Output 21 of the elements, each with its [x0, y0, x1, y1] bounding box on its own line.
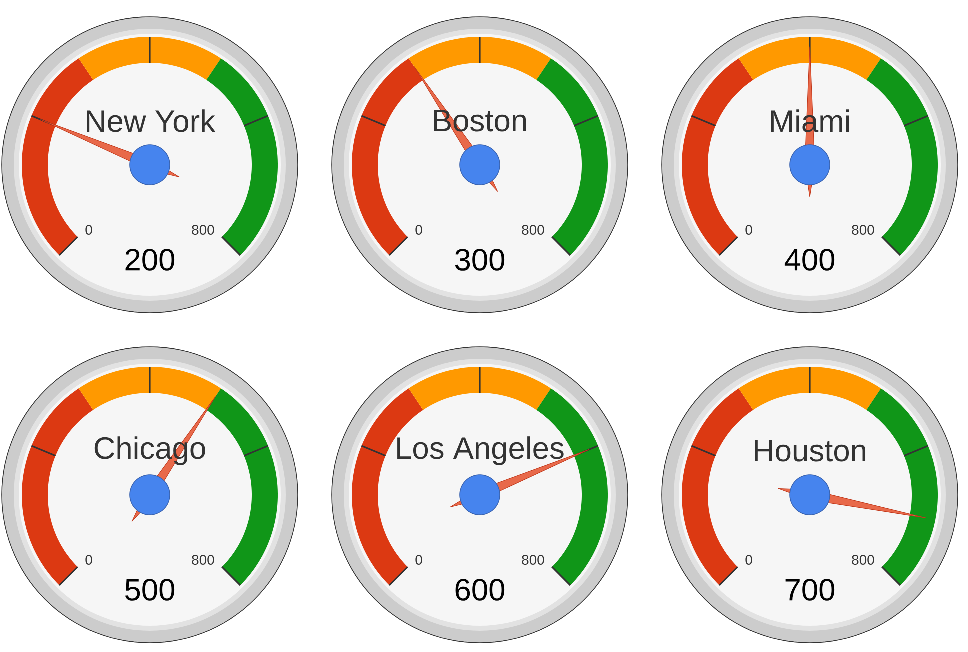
text: 800 [522, 225, 544, 235]
text: 800 [192, 555, 214, 565]
text: 0 [416, 225, 422, 235]
text: 0 [746, 555, 752, 565]
text: 0 [86, 225, 92, 235]
data-label: 500 [125, 579, 175, 601]
data-label: 300 [455, 249, 505, 271]
text: 0 [746, 225, 752, 235]
data-label: 200 [126, 249, 175, 271]
text: 800 [522, 555, 544, 565]
text: New York [87, 110, 216, 132]
text: Houston [755, 440, 866, 462]
text: 0 [86, 555, 92, 565]
text: Los Angeles [398, 436, 564, 466]
data-label: 400 [784, 249, 835, 271]
text: 800 [852, 555, 874, 565]
data-label: 700 [786, 579, 835, 601]
text: 0 [416, 555, 422, 565]
data-label: 600 [456, 579, 505, 601]
text: 800 [192, 225, 214, 235]
text: 800 [852, 225, 874, 235]
